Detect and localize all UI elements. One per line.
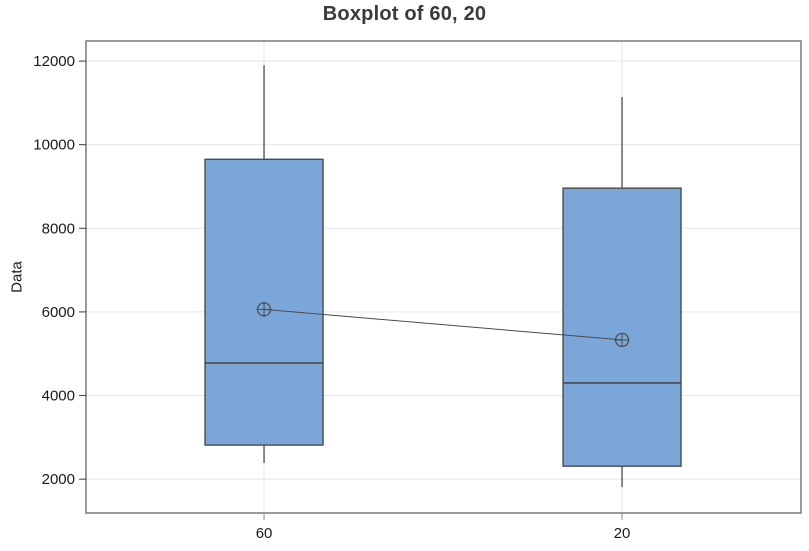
plot-border — [85, 40, 802, 514]
y-tick-label: 2000 — [42, 471, 75, 488]
y-tick-label: 6000 — [42, 304, 75, 321]
y-tick-label: 4000 — [42, 388, 75, 405]
y-tick-label: 8000 — [42, 220, 75, 237]
x-tick-label: 60 — [256, 525, 273, 542]
x-tick-label: 20 — [614, 525, 631, 542]
mean-connect-line — [263, 308, 623, 341]
y-tick-label: 10000 — [33, 137, 75, 154]
y-tick-label: 12000 — [33, 53, 75, 70]
chart-title: Boxplot of 60, 20 — [322, 3, 487, 25]
box-20[interactable] — [562, 187, 682, 467]
